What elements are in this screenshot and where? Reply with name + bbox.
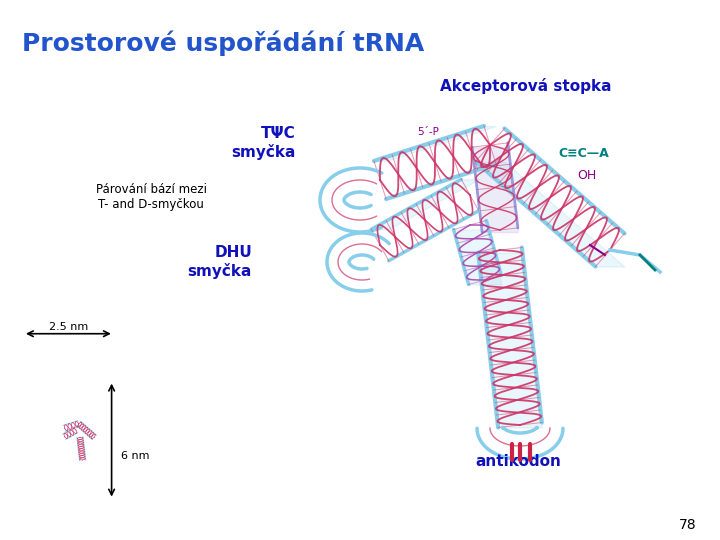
Text: 6 nm: 6 nm <box>121 451 150 461</box>
Text: 78: 78 <box>679 518 696 532</box>
Text: antikodon: antikodon <box>475 454 562 469</box>
Text: Párování bází mezi
T- and D-smyčkou: Párování bází mezi T- and D-smyčkou <box>96 183 207 211</box>
Text: TΨC
smyčka: TΨC smyčka <box>231 126 295 160</box>
Text: 2.5 nm: 2.5 nm <box>49 322 88 332</box>
Text: OH: OH <box>577 169 596 182</box>
Text: C≡C—A: C≡C—A <box>558 147 608 160</box>
Text: 5´-P: 5´-P <box>418 127 439 137</box>
Text: DHU
smyčka: DHU smyčka <box>188 245 252 279</box>
Text: Akceptorová stopka: Akceptorová stopka <box>440 78 611 94</box>
Text: Prostorové uspořádání tRNA: Prostorové uspořádání tRNA <box>22 30 424 56</box>
